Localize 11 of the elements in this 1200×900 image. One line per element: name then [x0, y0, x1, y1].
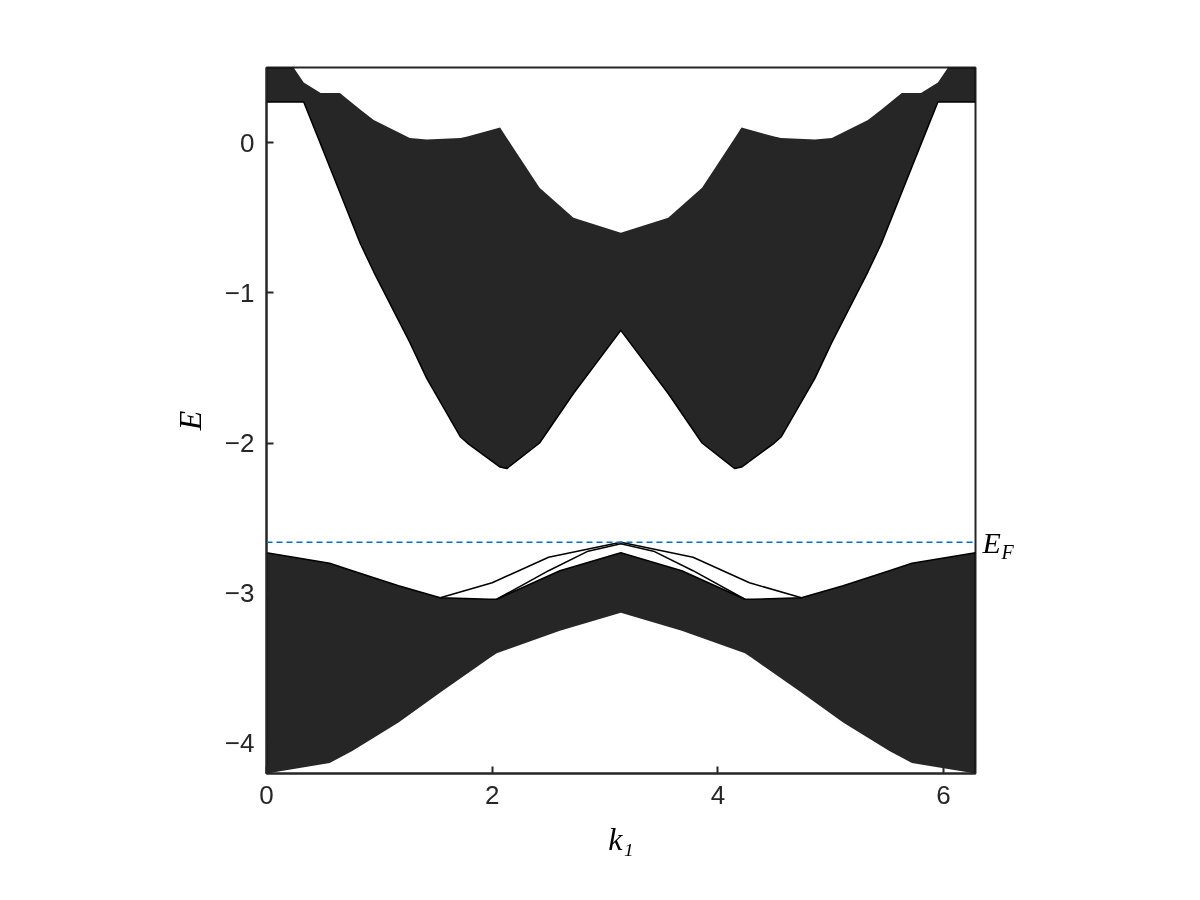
x-axis-title: k₁: [608, 820, 634, 857]
x-tick-label: 4: [710, 779, 726, 810]
y-tick-label: −4: [224, 728, 255, 759]
x-tick-label: 0: [259, 779, 274, 810]
y-tick-label: −1: [224, 277, 255, 308]
x-tick-label: 6: [936, 779, 951, 810]
y-tick-label: −2: [224, 428, 255, 459]
x-tick-label: 2: [484, 779, 500, 810]
y-axis-title: E: [171, 410, 208, 432]
y-tick-label: 0: [240, 127, 255, 158]
y-tick-label: −3: [224, 578, 255, 609]
